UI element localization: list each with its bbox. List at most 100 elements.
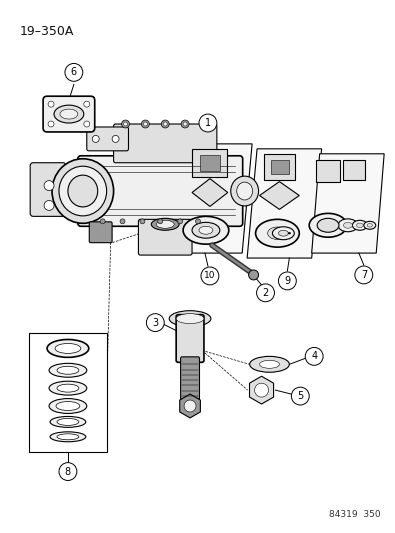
Circle shape [163, 122, 167, 126]
FancyBboxPatch shape [43, 96, 95, 132]
Circle shape [255, 383, 269, 397]
Text: 84319  350: 84319 350 [329, 510, 381, 519]
Circle shape [161, 120, 169, 128]
Ellipse shape [56, 401, 80, 410]
Ellipse shape [57, 418, 79, 425]
Ellipse shape [192, 222, 220, 238]
Ellipse shape [176, 313, 204, 324]
Circle shape [124, 122, 128, 126]
Ellipse shape [47, 340, 89, 357]
FancyBboxPatch shape [176, 314, 204, 362]
Text: 7: 7 [361, 270, 367, 280]
Circle shape [184, 400, 196, 412]
Circle shape [140, 219, 145, 224]
Text: 2: 2 [262, 288, 269, 298]
Ellipse shape [57, 434, 79, 440]
Circle shape [181, 120, 189, 128]
Circle shape [278, 272, 296, 290]
Ellipse shape [199, 227, 213, 234]
Circle shape [183, 122, 187, 126]
Text: 5: 5 [297, 391, 303, 401]
Bar [200, 155, 220, 171]
Ellipse shape [352, 220, 367, 230]
FancyBboxPatch shape [89, 222, 112, 243]
Circle shape [44, 200, 54, 211]
Ellipse shape [49, 399, 87, 414]
Text: 6: 6 [71, 67, 77, 77]
Ellipse shape [250, 357, 290, 372]
Ellipse shape [317, 219, 339, 232]
Circle shape [143, 122, 147, 126]
Ellipse shape [49, 364, 87, 377]
Ellipse shape [237, 182, 253, 200]
Circle shape [158, 219, 163, 224]
Circle shape [178, 219, 182, 224]
Circle shape [355, 266, 373, 284]
Circle shape [112, 135, 119, 142]
Bar [192, 149, 227, 176]
Circle shape [147, 313, 164, 332]
FancyBboxPatch shape [114, 124, 217, 163]
Ellipse shape [357, 223, 363, 228]
Ellipse shape [288, 233, 290, 234]
Circle shape [100, 219, 105, 224]
FancyBboxPatch shape [181, 357, 199, 400]
Circle shape [48, 101, 54, 107]
Circle shape [48, 121, 54, 127]
Circle shape [305, 348, 323, 365]
Text: 8: 8 [65, 466, 71, 477]
Ellipse shape [49, 381, 87, 395]
Ellipse shape [183, 216, 229, 244]
Polygon shape [312, 154, 384, 253]
Text: 19–350A: 19–350A [19, 25, 73, 38]
Ellipse shape [364, 221, 376, 229]
Polygon shape [192, 179, 228, 206]
Bar [343, 160, 365, 180]
FancyBboxPatch shape [138, 220, 192, 255]
Ellipse shape [54, 105, 84, 123]
Text: 4: 4 [311, 351, 317, 361]
Circle shape [65, 63, 83, 82]
Ellipse shape [169, 311, 211, 327]
Ellipse shape [68, 175, 98, 207]
Text: 1: 1 [205, 118, 211, 128]
Polygon shape [247, 149, 322, 258]
Circle shape [120, 219, 125, 224]
Ellipse shape [59, 166, 107, 216]
Ellipse shape [256, 220, 299, 247]
Ellipse shape [367, 223, 372, 227]
Polygon shape [260, 182, 299, 209]
Circle shape [257, 284, 275, 302]
Ellipse shape [50, 416, 86, 427]
Text: 10: 10 [204, 271, 216, 280]
Circle shape [292, 387, 309, 405]
Circle shape [196, 219, 201, 224]
Ellipse shape [260, 360, 279, 368]
Ellipse shape [57, 366, 79, 374]
Ellipse shape [278, 230, 288, 236]
Polygon shape [178, 144, 252, 253]
Ellipse shape [50, 432, 86, 442]
Ellipse shape [344, 222, 352, 228]
Ellipse shape [60, 109, 78, 119]
Ellipse shape [338, 219, 358, 232]
Ellipse shape [156, 220, 174, 228]
Ellipse shape [273, 227, 294, 240]
Ellipse shape [309, 213, 347, 237]
Ellipse shape [231, 176, 259, 206]
FancyBboxPatch shape [30, 163, 66, 216]
Ellipse shape [52, 159, 114, 223]
Circle shape [199, 114, 217, 132]
Circle shape [92, 135, 99, 142]
Bar [316, 160, 340, 182]
Circle shape [201, 267, 219, 285]
FancyBboxPatch shape [87, 127, 128, 151]
Circle shape [141, 120, 149, 128]
Circle shape [59, 463, 77, 480]
Bar [29, 333, 107, 451]
Bar [271, 160, 290, 174]
Ellipse shape [151, 219, 179, 230]
Circle shape [248, 270, 259, 280]
Circle shape [84, 101, 90, 107]
Ellipse shape [55, 343, 81, 353]
